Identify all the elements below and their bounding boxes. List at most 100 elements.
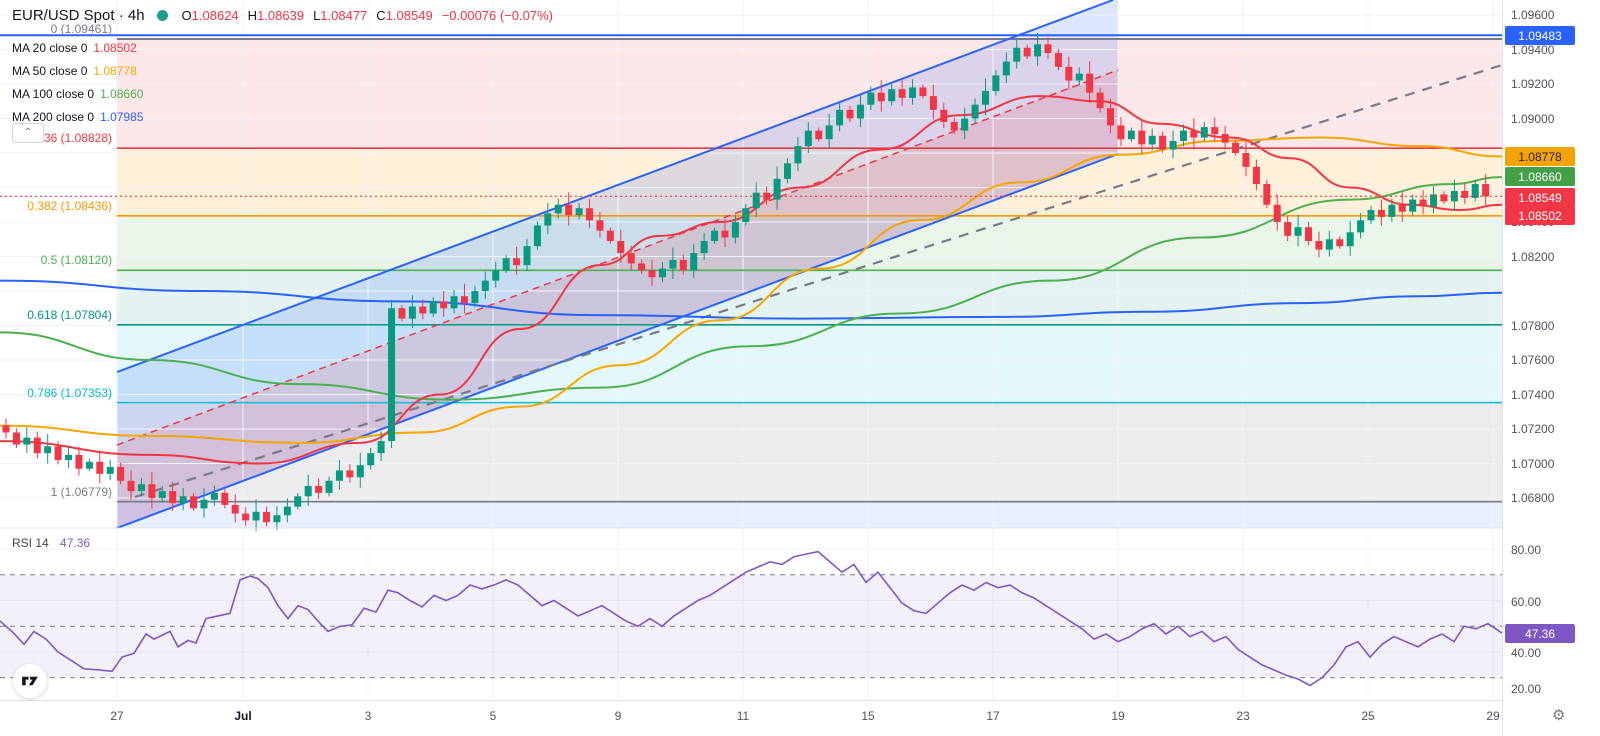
candle-body <box>909 87 917 98</box>
candle-body <box>1346 232 1354 247</box>
candle-body <box>679 259 687 271</box>
candle-body <box>856 104 864 119</box>
ma-legend-row[interactable]: MA 20 close 0 1.08502 <box>12 41 137 57</box>
candle-body <box>335 470 343 481</box>
rsi-indicator-name[interactable]: RSI 14 <box>12 536 49 550</box>
candle-body <box>294 496 302 507</box>
candle-body <box>1252 166 1260 185</box>
candle-body <box>65 454 73 461</box>
rsi-tick: 60.00 <box>1511 594 1542 609</box>
candle-body <box>700 240 708 254</box>
candle-body <box>794 146 802 164</box>
ma-line-ma20 <box>0 95 1502 465</box>
candle-body <box>1127 130 1135 140</box>
candle-body <box>221 492 229 505</box>
candle-body <box>669 259 677 269</box>
axis-settings-gear-icon[interactable]: ⚙ <box>1552 707 1566 724</box>
candle-body <box>429 301 437 314</box>
candle-body <box>263 511 270 523</box>
candle-body <box>940 109 948 122</box>
candle-body <box>1409 199 1417 212</box>
candle-body <box>971 104 979 119</box>
candle-body <box>190 496 198 509</box>
candle-body <box>1263 184 1271 205</box>
rsi-legend: RSI 14 47.36 <box>12 536 90 550</box>
price-tick: 1.08200 <box>1511 249 1555 264</box>
ma-legend-row[interactable]: MA 50 close 0 1.08778 <box>12 64 137 80</box>
candle-body <box>1044 44 1052 53</box>
rsi-tick: 40.00 <box>1511 646 1542 660</box>
candle-body <box>315 485 323 493</box>
candle-body <box>617 240 625 254</box>
price-axis[interactable]: 1.096001.094001.092001.090001.084001.082… <box>1502 0 1600 736</box>
candle-body <box>33 437 41 454</box>
candle-body <box>1075 73 1083 81</box>
rsi-badge: 47.36 <box>1505 624 1575 644</box>
ma-legend-row[interactable]: MA 200 close 0 1.07985 <box>12 110 143 126</box>
candle-body <box>523 246 531 266</box>
candle-body <box>1273 204 1281 223</box>
candle-body <box>804 130 812 147</box>
candle-body <box>565 204 573 216</box>
candle-body <box>23 437 31 445</box>
price-tick: 1.07200 <box>1511 422 1555 437</box>
time-label: Jul <box>234 709 252 723</box>
fib-zone <box>117 501 1502 528</box>
candle-body <box>481 280 489 292</box>
time-label: 15 <box>861 709 875 723</box>
price-tick: 1.09400 <box>1511 42 1555 57</box>
candle-body <box>1117 125 1125 140</box>
ma-legend-row[interactable]: MA 100 close 0 1.08660 <box>12 87 143 103</box>
tradingview-logo[interactable] <box>13 664 47 698</box>
candle-body <box>127 480 135 492</box>
legend-collapse-button[interactable]: ⌃ <box>12 123 44 143</box>
ma-value: 1.07985 <box>100 110 144 124</box>
candle-body <box>440 301 448 309</box>
candle-body <box>575 208 583 216</box>
chart-canvas[interactable] <box>0 0 1502 700</box>
candle-body <box>356 465 364 478</box>
candle-body <box>1200 127 1208 138</box>
time-axis[interactable]: 27 Jul 3 5 9 11 15 17 19 23 25 29 <box>0 700 1600 736</box>
ohlc-values: O1.08624 H1.08639 L1.08477 C1.08549 −0.00076… <box>182 8 553 23</box>
ma-value: 1.08660 <box>100 87 144 101</box>
candle-body <box>950 121 958 131</box>
candle-body <box>388 308 396 442</box>
candle-body <box>179 496 187 504</box>
rsi-value: 47.36 <box>60 536 91 550</box>
candle-body <box>1096 92 1104 109</box>
candle-body <box>1179 130 1187 141</box>
candle-body <box>408 306 416 319</box>
candle-body <box>398 308 406 319</box>
candle-body <box>1388 204 1396 217</box>
fib-label-0.236: 0.236 (1.08828) <box>27 131 112 146</box>
price-tick: 1.06800 <box>1511 491 1555 506</box>
candle-body <box>658 268 666 278</box>
fib-label-0: 0 (1.09461) <box>50 22 112 36</box>
rsi-tick: 80.00 <box>1511 543 1542 557</box>
candle-body <box>981 90 989 105</box>
ma-line-ma200 <box>0 279 1502 320</box>
candle-body <box>1325 239 1333 250</box>
candle-body <box>242 513 250 521</box>
candle-body <box>1169 140 1177 150</box>
ohlc-O: O1.08624 <box>181 7 239 23</box>
change-value: −0.00076 (−0.07%) <box>441 7 553 23</box>
candle-body <box>1211 127 1219 135</box>
time-label: 19 <box>1111 709 1125 723</box>
candle-body <box>1138 130 1146 145</box>
candle-body <box>929 96 937 110</box>
candle-body <box>919 87 927 97</box>
candle-body <box>419 306 427 314</box>
candle-body <box>898 89 906 98</box>
candle-body <box>117 466 125 481</box>
ma-line-ma50 <box>0 136 1502 444</box>
price-badge: 1.09483 <box>1505 26 1575 46</box>
candle-body <box>273 515 281 523</box>
candle-body <box>825 125 833 140</box>
price-tick: 1.09600 <box>1511 8 1555 23</box>
symbol-title[interactable]: EUR/USD Spot · 4h <box>12 6 145 24</box>
candle-body <box>1419 199 1427 207</box>
fib-label-1: 1 (1.06779) <box>50 484 112 499</box>
